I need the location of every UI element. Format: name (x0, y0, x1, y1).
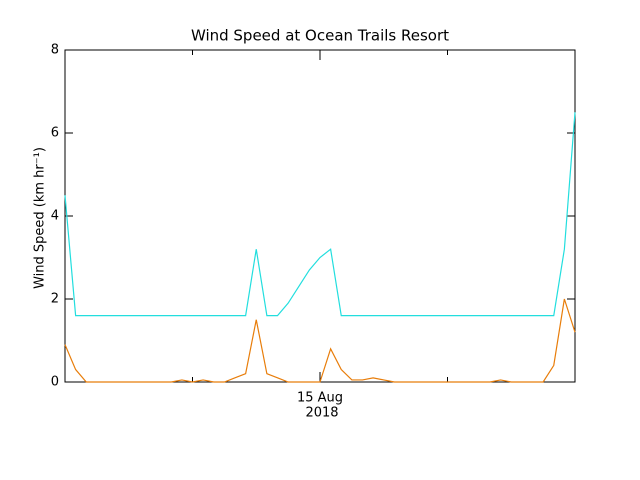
y-axis-label: Wind Speed (km hr⁻¹) (33, 147, 48, 289)
y-tick-label: 4 (51, 209, 59, 224)
x-axis-sublabel: 2018 (305, 406, 338, 421)
y-tick-label: 8 (51, 43, 59, 58)
x-tick-label: 15 Aug (297, 391, 343, 406)
chart-title: Wind Speed at Ocean Trails Resort (191, 27, 449, 45)
plot-frame (64, 49, 576, 383)
data-line (64, 112, 576, 317)
data-line (64, 298, 576, 383)
y-tick-label: 0 (51, 375, 59, 390)
y-tick-label: 2 (51, 292, 59, 307)
y-tick-label: 6 (51, 126, 59, 141)
